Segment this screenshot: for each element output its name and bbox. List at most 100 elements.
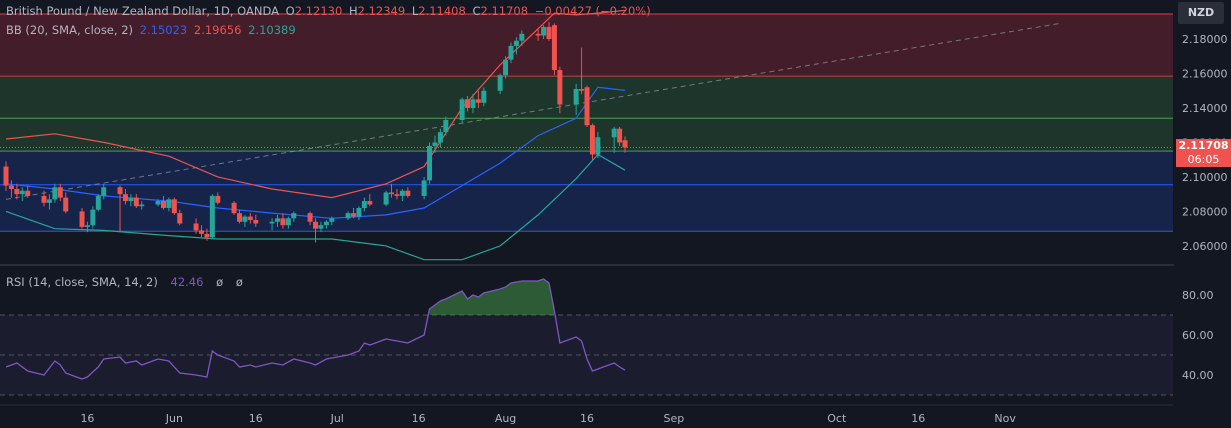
candle-body xyxy=(437,132,443,143)
rsi-tick-label: 80.00 xyxy=(1182,289,1214,302)
candle-body xyxy=(171,199,177,214)
bb-label: BB (20, SMA, close, 2) xyxy=(6,23,133,37)
candle-body xyxy=(193,223,199,231)
candle-body xyxy=(247,216,253,221)
candle-body xyxy=(285,218,291,226)
candle-body xyxy=(508,45,514,60)
candle-body xyxy=(443,120,449,133)
candle-body xyxy=(307,213,313,222)
candle-body xyxy=(166,199,172,208)
candle-body xyxy=(14,189,20,195)
candle-body xyxy=(345,213,351,219)
candle-body xyxy=(595,137,601,155)
candle-body xyxy=(155,201,161,205)
candle-body xyxy=(589,125,595,155)
candle-body xyxy=(231,202,237,214)
low-label: L xyxy=(411,4,419,18)
price-tick-label: 2.14000 xyxy=(1182,102,1228,115)
candle-body xyxy=(101,187,107,196)
rsi-na-2: ø xyxy=(235,275,243,289)
trend-line xyxy=(5,22,1060,200)
candle-body xyxy=(160,201,166,208)
candle-body xyxy=(557,70,563,105)
bb-basis-value: 2.15023 xyxy=(139,23,188,37)
bb-legend[interactable]: BB (20, SMA, close, 2) 2.15023 2.19656 2… xyxy=(6,22,299,38)
candle-body xyxy=(611,128,617,138)
candle-body xyxy=(215,195,221,203)
time-tick-label: Jul xyxy=(330,412,344,425)
candle-body xyxy=(399,190,405,196)
price-tick-label: 2.06000 xyxy=(1182,240,1228,253)
candle-body xyxy=(361,201,367,208)
rsi-na-1: ø xyxy=(216,275,224,289)
rsi-line xyxy=(5,278,626,380)
candle-body xyxy=(481,90,487,103)
candle-body xyxy=(41,195,47,203)
bb-lower-value: 2.10389 xyxy=(248,23,296,37)
candle-body xyxy=(421,180,427,196)
time-tick-label: Nov xyxy=(994,412,1016,425)
candle-body xyxy=(470,99,476,108)
candle-body xyxy=(427,145,433,181)
candle-body xyxy=(204,233,210,238)
candle-body xyxy=(394,194,400,196)
price-tick-label: 2.10000 xyxy=(1182,171,1228,184)
close-label: C xyxy=(472,4,481,18)
candle-body xyxy=(351,213,357,217)
candle-body xyxy=(177,213,183,224)
candle-body xyxy=(19,190,25,195)
rsi-tick-label: 60.00 xyxy=(1182,329,1214,342)
candle-body xyxy=(519,33,525,41)
time-tick-label: Jun xyxy=(165,412,183,425)
time-tick-label: Oct xyxy=(827,412,847,425)
bb-lower-line xyxy=(5,153,626,261)
candle-body xyxy=(584,87,590,126)
symbol-legend: British Pound / New Zealand Dollar, 1D, … xyxy=(6,3,654,19)
time-tick-label: 16 xyxy=(580,412,594,425)
rsi-tick-label: 40.00 xyxy=(1182,369,1214,382)
candle-body xyxy=(541,26,547,36)
candle-body xyxy=(535,33,541,36)
last-price-value: 2.11708 xyxy=(1178,139,1229,152)
candle-body xyxy=(90,209,96,226)
candle-body xyxy=(79,211,85,227)
candle-body xyxy=(25,190,31,196)
candle-body xyxy=(275,218,280,222)
candle-body xyxy=(432,142,438,146)
candle-body xyxy=(198,230,204,234)
price-tick-label: 2.16000 xyxy=(1182,67,1228,80)
rsi-overbought-fill xyxy=(429,279,555,315)
candle-body xyxy=(117,187,123,195)
time-tick-label: 16 xyxy=(249,412,263,425)
bar-countdown: 06:05 xyxy=(1187,153,1220,166)
candle-body xyxy=(405,190,411,196)
rsi-legend[interactable]: RSI (14, close, SMA, 14, 2) 42.46 ø ø xyxy=(6,274,246,290)
rsi-value: 42.46 xyxy=(170,275,204,289)
candle-body xyxy=(465,99,471,108)
candle-body xyxy=(617,128,623,143)
candle-body xyxy=(459,99,465,121)
candle-body xyxy=(133,197,139,207)
currency-button[interactable]: NZD xyxy=(1178,2,1224,24)
time-tick-label: 16 xyxy=(412,412,426,425)
candle-body xyxy=(318,225,324,229)
candle-body xyxy=(242,216,248,222)
time-tick-label: Aug xyxy=(495,412,516,425)
candle-body xyxy=(236,213,242,222)
candle-body xyxy=(84,225,90,227)
time-axis-bg xyxy=(0,405,1231,428)
candle-body xyxy=(139,204,145,207)
candle-body xyxy=(497,75,503,91)
candle-body xyxy=(383,192,389,205)
zone-red-0 xyxy=(0,14,1173,77)
low-value: 2.11408 xyxy=(418,4,466,18)
candle-body xyxy=(367,201,373,205)
candle-body xyxy=(209,195,215,238)
time-tick-label: 16 xyxy=(80,412,94,425)
candle-body xyxy=(8,185,14,189)
time-tick-label: 16 xyxy=(911,412,925,425)
candle-body xyxy=(475,99,481,103)
price-tick-label: 2.08000 xyxy=(1182,205,1228,218)
